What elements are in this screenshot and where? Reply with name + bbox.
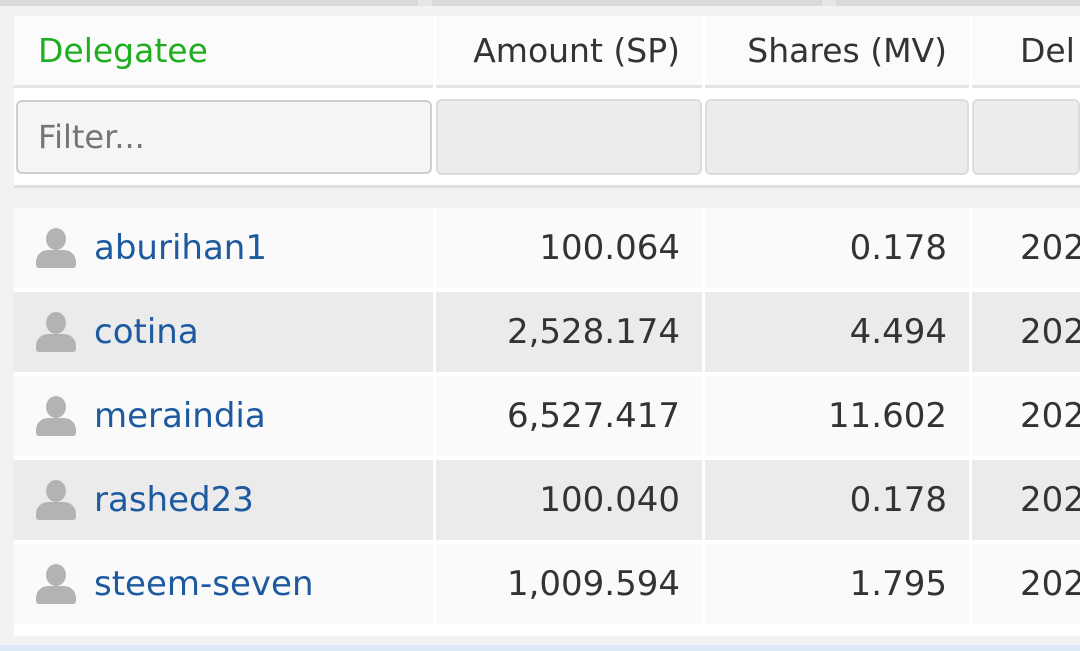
delegatee-cell: steem-seven [14,544,433,624]
table-body: aburihan1 100.064 0.178 202 cotina 2,528… [14,208,1080,628]
top-tab-segment [836,0,1080,6]
user-icon [36,312,76,352]
delegations-table: Delegatee Amount (SP) Shares (MV) Del ab… [14,16,1080,636]
amount-cell: 6,527.417 [436,376,702,456]
table-row: aburihan1 100.064 0.178 202 [14,208,1080,292]
header-amount-sp[interactable]: Amount (SP) [436,16,702,88]
delegatee-link[interactable]: steem-seven [94,564,314,604]
table-row: steem-seven 1,009.594 1.795 202 [14,544,1080,628]
top-tab-segment [432,0,822,6]
table-row: rashed23 100.040 0.178 202 [14,460,1080,544]
amount-cell: 100.064 [436,208,702,288]
delegatee-cell: meraindia [14,376,433,456]
shares-cell: 1.795 [705,544,969,624]
shares-cell: 11.602 [705,376,969,456]
user-icon [36,480,76,520]
date-cell: 202 [972,544,1080,624]
shares-cell: 4.494 [705,292,969,372]
date-filter-cell [972,99,1080,175]
top-tab-strip [0,0,1080,6]
user-icon [36,396,76,436]
amount-cell: 2,528.174 [436,292,702,372]
date-cell: 202 [972,376,1080,456]
shares-cell: 0.178 [705,460,969,540]
delegatee-link[interactable]: rashed23 [94,480,254,520]
filter-row [14,91,1080,188]
user-icon [36,564,76,604]
user-icon [36,228,76,268]
date-cell: 202 [972,460,1080,540]
shares-filter-cell [705,99,969,175]
date-cell: 202 [972,292,1080,372]
shares-cell: 0.178 [705,208,969,288]
amount-cell: 1,009.594 [436,544,702,624]
delegatee-link[interactable]: cotina [94,312,199,352]
table-spacer [14,188,1080,208]
table-header-row: Delegatee Amount (SP) Shares (MV) Del [14,16,1080,88]
delegatee-cell: aburihan1 [14,208,433,288]
amount-cell: 100.040 [436,460,702,540]
delegatee-cell: cotina [14,292,433,372]
table-row: meraindia 6,527.417 11.602 202 [14,376,1080,460]
delegatee-cell: rashed23 [14,460,433,540]
table-row: cotina 2,528.174 4.494 202 [14,292,1080,376]
top-tab-segment [0,0,418,6]
delegatee-link[interactable]: aburihan1 [94,228,267,268]
header-delegation-date[interactable]: Del [972,16,1080,88]
header-delegatee[interactable]: Delegatee [14,16,433,88]
bottom-divider [0,645,1080,651]
delegatee-link[interactable]: meraindia [94,396,266,436]
delegatee-filter-input[interactable] [16,100,432,174]
date-cell: 202 [972,208,1080,288]
amount-filter-cell [436,99,702,175]
header-shares-mv[interactable]: Shares (MV) [705,16,969,88]
